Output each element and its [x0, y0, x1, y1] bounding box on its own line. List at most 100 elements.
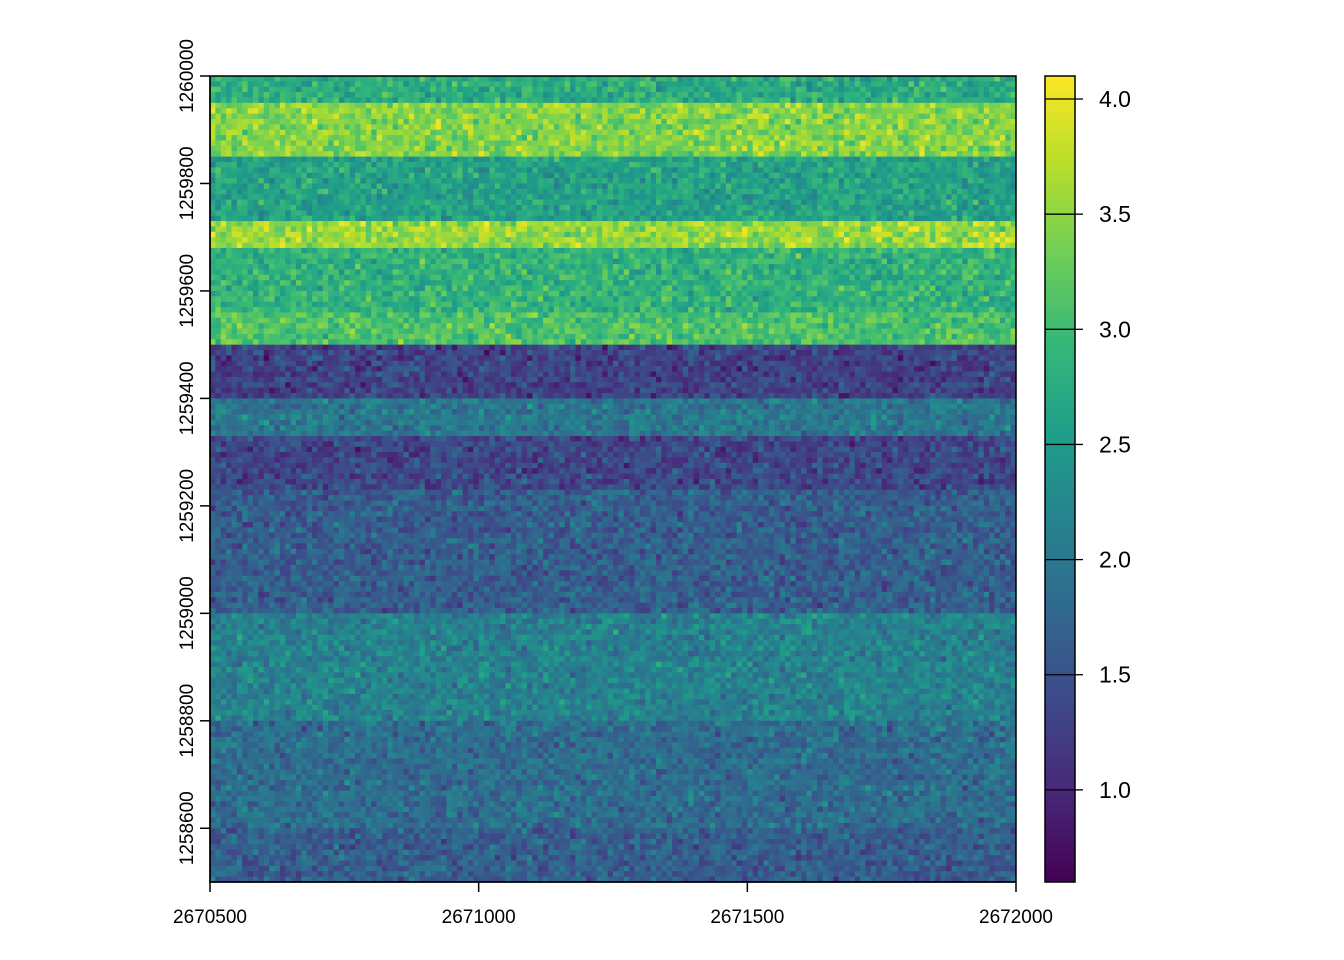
raster-cell: [725, 81, 732, 88]
raster-cell: [532, 226, 539, 233]
raster-cell: [661, 199, 668, 206]
raster-cell: [322, 194, 329, 200]
raster-cell: [897, 167, 904, 174]
raster-cell: [919, 183, 926, 190]
raster-cell: [629, 178, 635, 184]
raster-cell: [854, 81, 861, 88]
raster-cell: [704, 178, 711, 184]
raster-cell: [516, 226, 523, 233]
raster-cell: [500, 118, 506, 125]
raster-cell: [231, 92, 238, 98]
raster-cell: [913, 145, 920, 152]
raster-cell: [387, 247, 394, 254]
raster-cell: [645, 247, 652, 254]
raster-cell: [242, 247, 249, 254]
raster-cell: [424, 167, 431, 174]
raster-cell: [989, 151, 995, 157]
raster-cell: [451, 97, 458, 104]
raster-cell: [532, 124, 539, 131]
raster-cell: [226, 194, 232, 200]
raster-cell: [236, 81, 243, 88]
raster-cell: [532, 76, 539, 82]
raster-cell: [913, 237, 920, 243]
raster-cell: [398, 81, 404, 88]
raster-cell: [527, 231, 533, 238]
raster-cell: [424, 113, 431, 120]
raster-cell: [484, 135, 490, 141]
raster-cell: [951, 129, 958, 136]
raster-cell: [618, 178, 625, 184]
raster-cell: [408, 183, 415, 190]
raster-cell: [285, 167, 291, 174]
raster-cell: [860, 188, 866, 195]
raster-cell: [338, 215, 345, 222]
raster-cell: [210, 108, 216, 115]
raster-cell: [672, 194, 678, 200]
raster-cell: [736, 221, 743, 227]
raster-cell: [844, 118, 850, 125]
raster-cell: [919, 86, 926, 93]
raster-cell: [570, 204, 576, 211]
raster-cell: [994, 86, 1001, 93]
raster-cell: [747, 204, 754, 211]
raster-cell: [403, 215, 410, 222]
raster-cell: [414, 188, 420, 195]
raster-cell: [360, 124, 367, 131]
raster-cell: [784, 97, 791, 104]
raster-cell: [725, 108, 732, 115]
raster-cell: [398, 97, 404, 104]
raster-cell: [865, 210, 872, 217]
raster-cell: [408, 210, 415, 217]
raster-cell: [220, 113, 227, 120]
raster-cell: [634, 135, 641, 141]
raster-cell: [279, 156, 286, 163]
raster-cell: [435, 194, 442, 200]
raster-cell: [548, 167, 555, 174]
raster-cell: [790, 145, 797, 152]
raster-cell: [258, 156, 265, 163]
raster-cell: [236, 172, 243, 179]
raster-cell: [553, 151, 560, 157]
raster-cell: [355, 156, 361, 163]
raster-cell: [682, 156, 689, 163]
raster-cell: [774, 92, 780, 98]
raster-cell: [403, 237, 410, 243]
raster-cell: [419, 199, 426, 206]
raster-cell: [629, 210, 635, 217]
raster-cell: [768, 81, 775, 88]
raster-cell: [312, 108, 318, 115]
raster-cell: [715, 188, 721, 195]
raster-cell: [317, 199, 324, 206]
raster-cell: [371, 92, 377, 98]
raster-cell: [446, 97, 453, 104]
raster-cell: [811, 151, 818, 157]
raster-cell: [376, 226, 383, 233]
raster-cell: [741, 237, 748, 243]
raster-cell: [833, 129, 840, 136]
raster-cell: [285, 145, 291, 152]
raster-cell: [494, 92, 501, 98]
raster-cell: [333, 188, 340, 195]
raster-cell: [973, 97, 979, 104]
raster-cell: [623, 226, 630, 233]
raster-cell: [709, 188, 716, 195]
raster-cell: [655, 199, 662, 206]
raster-cell: [741, 226, 748, 233]
raster-cell: [715, 97, 721, 104]
raster-cell: [870, 113, 877, 120]
raster-cell: [338, 156, 345, 163]
raster-cell: [736, 76, 743, 82]
raster-cell: [338, 135, 345, 141]
raster-cell: [252, 161, 259, 168]
raster-cell: [290, 242, 297, 249]
raster-cell: [381, 145, 388, 152]
raster-cell: [844, 226, 850, 233]
raster-cell: [317, 81, 324, 88]
raster-cell: [698, 76, 705, 82]
raster-cell: [983, 129, 990, 136]
raster-cell: [424, 221, 431, 227]
raster-cell: [301, 242, 308, 249]
raster-cell: [817, 102, 823, 109]
raster-cell: [940, 204, 947, 211]
raster-cell: [865, 194, 872, 200]
